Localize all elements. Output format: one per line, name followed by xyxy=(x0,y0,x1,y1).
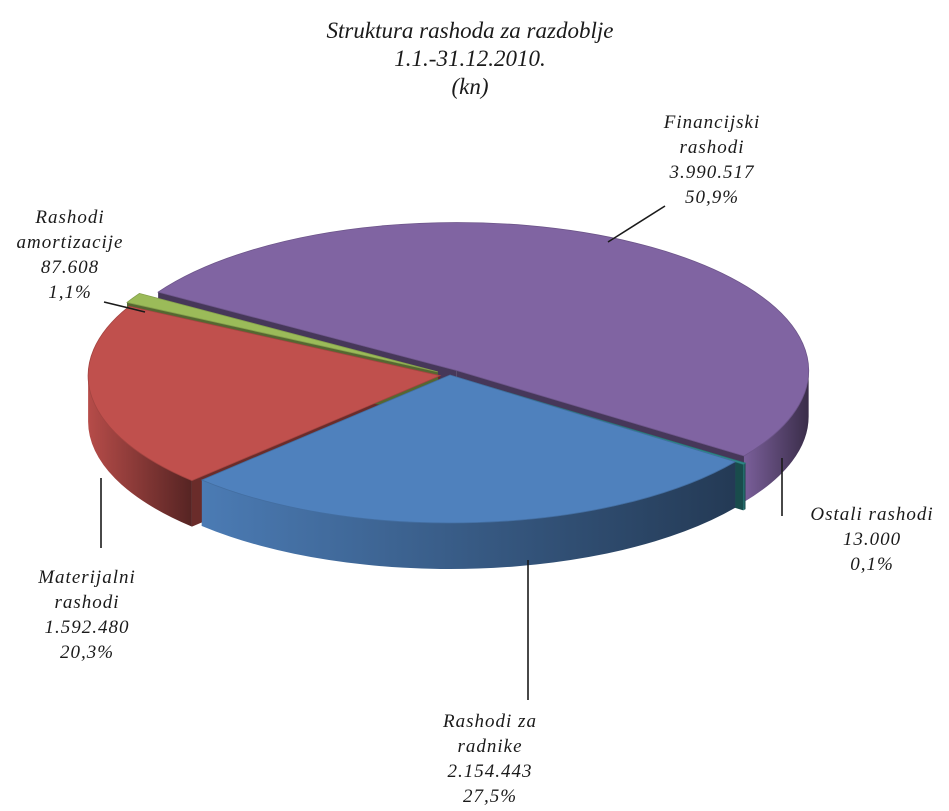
label-line: rashodi xyxy=(54,592,119,613)
label-line: 1,1% xyxy=(48,282,92,303)
slice-labels: Financijski rashodi 3.990.517 50,9% Ostali r… xyxy=(17,112,933,807)
chart-title-line-3: (kn) xyxy=(451,74,488,99)
label-ostali-rashodi: Ostali rashodi 13.000 0,1% xyxy=(810,504,933,575)
label-line: Rashodi za xyxy=(442,711,537,732)
label-rashodi-amortizacije: Rashodi amortizacije 87.608 1,1% xyxy=(17,207,124,303)
label-line: radnike xyxy=(457,736,522,757)
label-line: 2.154.443 xyxy=(448,761,533,782)
label-line: amortizacije xyxy=(17,232,124,253)
label-line: Ostali rashodi xyxy=(810,504,933,525)
label-line: rashodi xyxy=(679,137,744,158)
label-line: 50,9% xyxy=(685,187,739,208)
label-line: 13.000 xyxy=(843,529,901,550)
label-line: 20,3% xyxy=(60,642,114,663)
pie-slices xyxy=(87,222,810,524)
slice-side-1 xyxy=(743,463,746,511)
label-line: 0,1% xyxy=(850,554,894,575)
chart-title: Struktura rashoda za razdoblje 1.1.-31.1… xyxy=(327,18,614,99)
slice-side-0 xyxy=(743,370,809,502)
label-rashodi-za-radnike: Rashodi za radnike 2.154.443 27,5% xyxy=(442,711,537,807)
label-line: 27,5% xyxy=(463,786,517,807)
slice-side-3 xyxy=(88,375,192,527)
label-line: Rashodi xyxy=(34,207,104,228)
label-line: 3.990.517 xyxy=(669,162,756,183)
label-line: Financijski xyxy=(663,112,760,133)
slice-rashodi-za-radnike xyxy=(200,374,737,524)
slice-side-2 xyxy=(201,461,736,569)
chart-title-line-1: Struktura rashoda za razdoblje xyxy=(327,18,614,43)
slice-financijski-rashodi xyxy=(157,222,810,457)
slice-rashodi-amortizacije xyxy=(126,292,438,373)
leader-line-0 xyxy=(607,205,666,243)
leader-lines xyxy=(100,205,783,700)
label-line: 1.592.480 xyxy=(45,617,130,638)
label-line: 87.608 xyxy=(41,257,99,278)
label-financijski-rashodi: Financijski rashodi 3.990.517 50,9% xyxy=(663,112,760,208)
chart-title-line-2: 1.1.-31.12.2010. xyxy=(394,46,545,71)
label-line: Materijalni xyxy=(37,567,136,588)
slice-materijalni-rashodi xyxy=(87,305,442,482)
leader-line-4 xyxy=(103,301,146,313)
label-materijalni-rashodi: Materijalni rashodi 1.592.480 20,3% xyxy=(37,567,136,663)
